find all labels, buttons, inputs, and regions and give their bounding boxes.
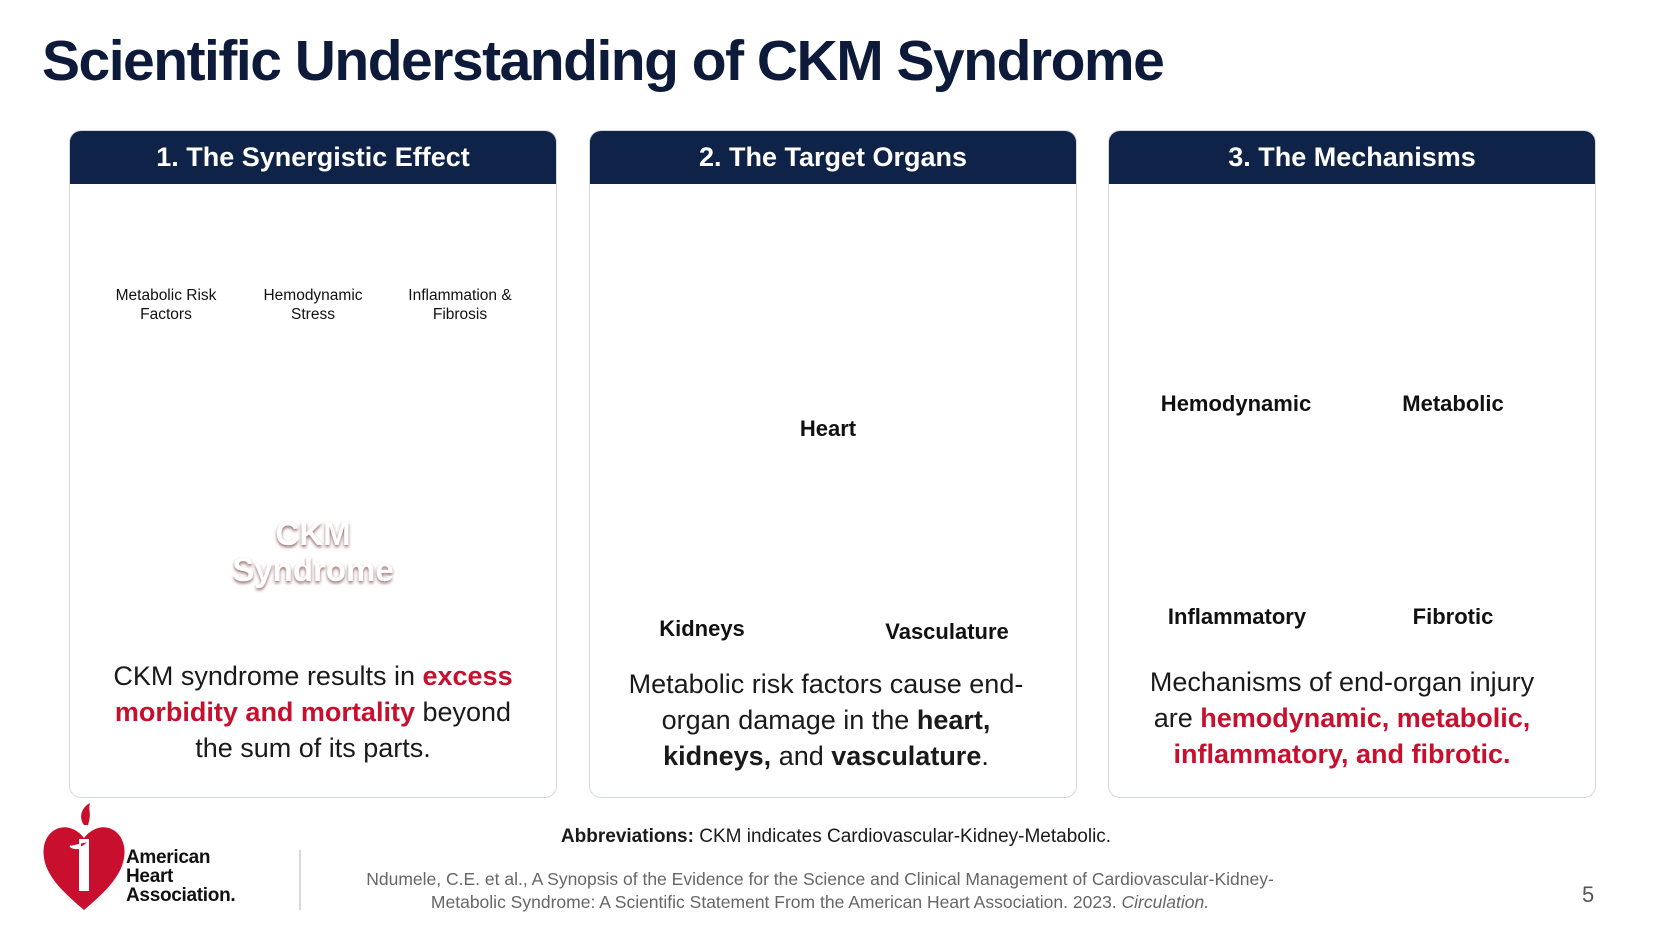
mechanism-label: Metabolic [1402,391,1504,416]
text-run: Metabolic risk factors cause end-organ d… [628,669,1024,735]
text-run: excess morbidity and mortality [114,661,513,727]
panel-text: Mechanisms of end-organ injury are hemod… [1132,664,1552,772]
factor-label: Metabolic Risk Factors [115,287,217,323]
mechanism-label: Fibrotic [1412,604,1494,629]
panel-heading: 2. The Target Organs [590,131,1076,184]
factor-label: Inflammation & Fibrosis [408,287,512,323]
organ-label: Heart [799,416,857,441]
text-run: heart, kidneys, [663,705,991,771]
text-run: and [771,741,832,771]
text-run: Mechanisms of end-organ injury are [1149,667,1535,733]
logo-text: American Heart Association. [126,847,236,906]
text-run: Circulation. [1121,892,1210,912]
panel-heading: 3. The Mechanisms [1109,131,1595,184]
panel-text: Metabolic risk factors cause end-organ d… [611,666,1041,774]
slide-title: Scientific Understanding of CKM Syndrome [42,29,1165,93]
panel: 1. The Synergistic Effect [69,130,557,798]
center-label: CKM Syndrome [232,515,394,588]
factor-label: Hemodynamic Stress [263,287,363,323]
panel: 2. The Target Organs [589,130,1077,798]
panel-text: CKM syndrome results in excess morbidity… [103,658,523,766]
aha-logo [43,803,125,910]
text-run: CKM indicates Cardiovascular-Kidney-Meta… [693,826,1112,847]
text-run: hemodynamic, metabolic, inflammatory, an… [1173,703,1531,769]
panel-heading: 1. The Synergistic Effect [70,131,556,184]
text-run: Abbreviations: [560,826,694,847]
text-run: beyond the sum of its parts. [195,697,512,763]
citation: Ndumele, C.E. et al., A Synopsis of the … [340,868,1300,914]
text-run: . [981,741,989,771]
panel: 3. The Mechanisms [1108,130,1596,798]
abbreviations: Abbreviations: CKM indicates Cardiovascu… [561,826,1111,848]
organ-label: Kidneys [659,616,745,641]
mechanism-label: Inflammatory [1167,604,1307,629]
text-run: Ndumele, C.E. et al., A Synopsis of the … [366,869,1274,912]
text-run: vasculature [831,741,982,771]
mechanism-label: Hemodynamic [1160,391,1312,416]
text-run: CKM syndrome results in [113,661,423,691]
organ-label: Vasculature [885,619,1009,644]
page-number: 5 [1582,882,1595,907]
